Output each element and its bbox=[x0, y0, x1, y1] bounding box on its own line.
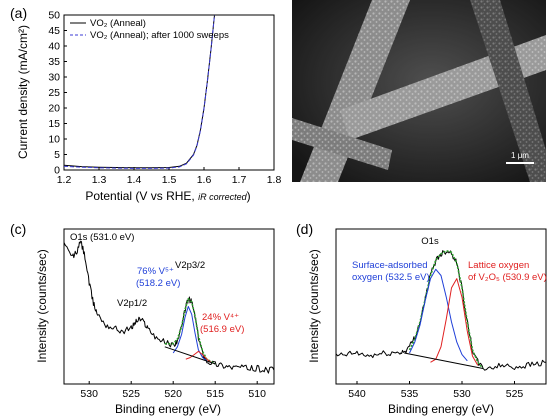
y-tick-label-a-2: 10 bbox=[48, 134, 60, 146]
panel-c-label: (c) bbox=[10, 221, 26, 237]
panel-a-xlabel-group: Potential (V vs RHE, iR corrected) bbox=[85, 189, 250, 203]
series-d-3 bbox=[430, 278, 479, 366]
y-tick-label-a-6: 30 bbox=[48, 72, 60, 84]
series-c-4 bbox=[164, 346, 216, 365]
y-tick-label-a-3: 15 bbox=[48, 118, 60, 130]
x-tick-label-d-0: 540 bbox=[348, 388, 366, 400]
annotation-v2p32: V2p3/2 bbox=[175, 260, 205, 271]
panel-a-xlabel-close: ) bbox=[247, 189, 251, 203]
series-d-0 bbox=[335, 250, 547, 371]
series-c-1 bbox=[164, 298, 216, 365]
x-tick-label-d-2: 530 bbox=[453, 388, 471, 400]
panel-a-label: (a) bbox=[10, 5, 27, 21]
annotation-v4-be: (516.9 eV) bbox=[200, 324, 244, 335]
panel-d-series bbox=[335, 249, 547, 371]
x-tick-label-d-3: 525 bbox=[506, 388, 524, 400]
x-tick-label-d-1: 535 bbox=[401, 388, 419, 400]
series-a-1 bbox=[63, 14, 215, 169]
series-c-3 bbox=[185, 350, 212, 363]
panel-a-legend: VO₂ (Anneal) VO₂ (Anneal); after 1000 sw… bbox=[70, 18, 229, 41]
panel-a-xlabel: Potential (V vs RHE, bbox=[85, 189, 194, 203]
y-tick-label-a-5: 25 bbox=[48, 87, 60, 99]
y-tick-label-a-10: 50 bbox=[48, 10, 60, 22]
panel-c-series bbox=[63, 240, 275, 374]
scale-bar bbox=[506, 162, 534, 164]
annotation-v5-be: (518.2 eV) bbox=[136, 278, 180, 289]
y-tick-label-a-0: 0 bbox=[54, 165, 60, 177]
x-tick-label-a-4: 1.6 bbox=[197, 174, 212, 186]
panel-c-xlabel: Binding energy (eV) bbox=[115, 402, 221, 416]
annotation-o1s: O1s (531.0 eV) bbox=[70, 232, 134, 243]
annotation-surface-1: Surface-adsorbed bbox=[352, 260, 428, 271]
y-tick-label-a-9: 45 bbox=[48, 25, 60, 37]
y-tick-label-a-1: 5 bbox=[54, 149, 60, 161]
series-d-4 bbox=[404, 352, 484, 369]
x-tick-label-c-2: 520 bbox=[164, 388, 182, 400]
x-tick-label-a-3: 1.5 bbox=[162, 174, 177, 186]
y-tick-label-a-4: 20 bbox=[48, 103, 60, 115]
legend-entry-2: VO₂ (Anneal); after 1000 sweeps bbox=[90, 30, 229, 41]
x-tick-label-c-3: 515 bbox=[206, 388, 224, 400]
panel-a-series bbox=[63, 14, 215, 169]
x-tick-label-c-1: 525 bbox=[122, 388, 140, 400]
y-tick-label-a-7: 35 bbox=[48, 56, 60, 68]
panel-a-xlabel-note: iR corrected bbox=[198, 192, 248, 202]
x-tick-label-a-6: 1.8 bbox=[267, 174, 282, 186]
y-tick-label-a-8: 40 bbox=[48, 41, 60, 53]
annotation-lattice-1: Lattice oxygen bbox=[468, 260, 529, 271]
annotation-v5-pct: 76% V⁵⁺ bbox=[137, 266, 174, 277]
panel-c-ylabel: Intensity (counts/sec) bbox=[35, 249, 49, 362]
x-tick-label-a-0: 1.2 bbox=[57, 174, 72, 186]
panel-d-xlabel: Binding energy (eV) bbox=[388, 402, 494, 416]
annotation-surface-2: oxygen (532.5 eV) bbox=[352, 272, 430, 283]
annotation-v4-pct: 24% V⁴⁺ bbox=[202, 312, 239, 323]
x-tick-label-a-5: 1.7 bbox=[232, 174, 247, 186]
annotation-v2p12: V2p1/2 bbox=[117, 298, 147, 309]
series-d-2 bbox=[409, 268, 468, 362]
panel-a-ylabel: Current density (mA/cm²) bbox=[16, 25, 30, 159]
series-c-0 bbox=[63, 240, 275, 374]
panel-c-axes bbox=[63, 228, 275, 385]
annotation-d-title: O1s bbox=[421, 236, 439, 247]
panel-d-axes bbox=[335, 228, 547, 385]
x-tick-label-c-4: 510 bbox=[248, 388, 266, 400]
x-tick-label-a-2: 1.4 bbox=[127, 174, 142, 186]
legend-entry-1: VO₂ (Anneal) bbox=[90, 18, 146, 29]
panel-c-ticks: 530 525 520 515 510 bbox=[80, 381, 266, 400]
series-d-1 bbox=[408, 249, 484, 370]
x-tick-label-a-1: 1.3 bbox=[92, 174, 107, 186]
panel-d-label: (d) bbox=[296, 221, 313, 237]
panel-d-ticks: 540 535 530 525 bbox=[348, 381, 523, 400]
scale-bar-label: 1 μm bbox=[511, 151, 529, 160]
panel-d-ylabel: Intensity (counts/sec) bbox=[307, 249, 321, 362]
panel-a-ticks: 1.2 1.3 1.4 1.5 1.6 1.7 1.8 0 5 10 15 20 25 30 35 40 45 5… bbox=[48, 10, 281, 187]
x-tick-label-c-0: 530 bbox=[80, 388, 98, 400]
sem-micrograph: 1 μm bbox=[292, 0, 546, 182]
series-c-2 bbox=[172, 306, 208, 362]
series-a-0 bbox=[63, 14, 215, 169]
annotation-lattice-2: of V₂O₅ (530.9 eV) bbox=[468, 272, 547, 283]
